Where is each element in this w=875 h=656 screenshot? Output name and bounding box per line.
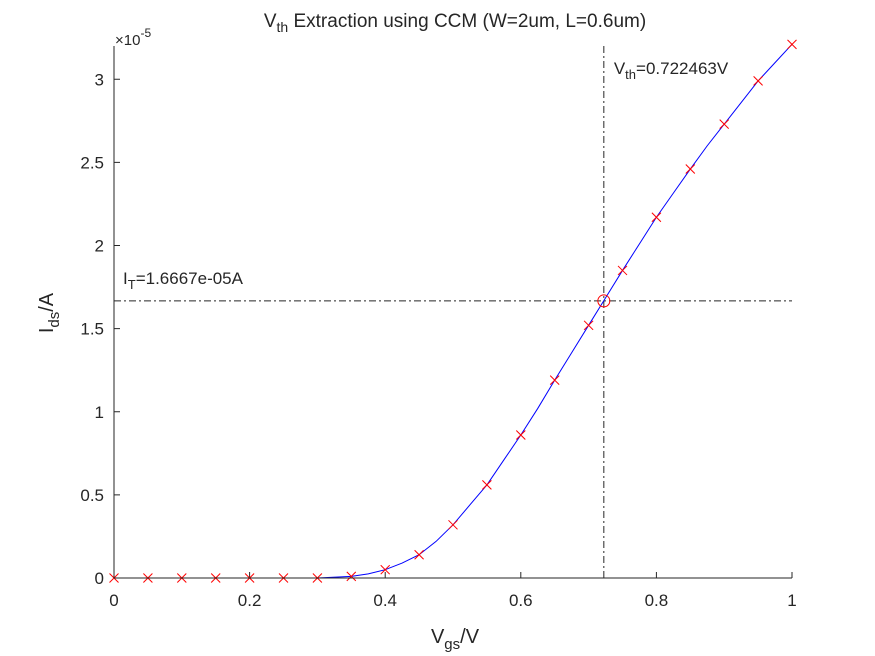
data-point-marker	[549, 375, 560, 386]
data-point-marker	[583, 320, 594, 331]
data-point-marker	[515, 430, 526, 440]
data-point-marker	[380, 564, 391, 575]
y-tick-label: 2.5	[80, 153, 104, 172]
x-tick-label: 0.2	[238, 591, 262, 610]
data-point-marker	[719, 119, 730, 129]
y-axis-ticks: 0 0.5 1 1.5 2 2.5 3	[80, 70, 120, 588]
data-point-marker	[482, 480, 492, 490]
y-axis-label: Ids/A	[36, 292, 63, 333]
data-point-marker	[346, 571, 357, 582]
chart-title: Vth Extraction using CCM (W=2um, L=0.6um…	[264, 11, 646, 35]
x-axis-ticks: 0 0.2 0.4 0.6 0.8 1	[109, 572, 797, 610]
x-tick-label: 0	[109, 591, 118, 610]
y-tick-label: 1.5	[80, 320, 104, 339]
data-point-marker	[414, 549, 424, 560]
data-point-marker	[753, 76, 763, 86]
it-annotation: IT=1.6667e-05A	[123, 269, 244, 292]
y-tick-label: 2	[95, 237, 104, 256]
y-tick-label: 0	[95, 569, 104, 588]
data-point-marker	[685, 164, 696, 174]
y-tick-label: 0.5	[80, 486, 104, 505]
x-tick-label: 0.8	[645, 591, 669, 610]
x-tick-label: 0.6	[509, 591, 533, 610]
x-axis-label: Vgs/V	[431, 626, 480, 653]
x-tick-label: 1	[787, 591, 796, 610]
y-tick-label: 1	[95, 403, 104, 422]
y-axis-exponent: ×10-5	[115, 26, 151, 49]
x-tick-label: 0.4	[373, 591, 397, 610]
threshold-point-marker	[597, 294, 611, 308]
data-point-marker	[787, 39, 797, 50]
y-tick-label: 3	[95, 70, 104, 89]
data-point-marker	[651, 212, 662, 223]
data-point-marker	[448, 519, 458, 530]
data-point-marker	[617, 265, 628, 276]
vth-annotation: Vth=0.722463V	[614, 59, 729, 82]
